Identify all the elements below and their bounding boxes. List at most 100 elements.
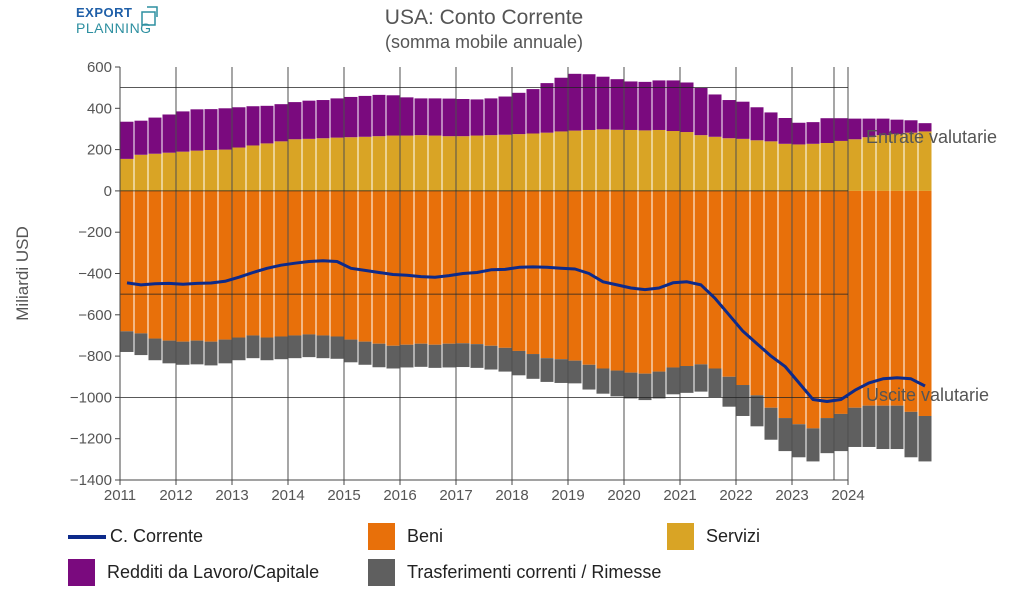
- bar-trasferimenti: [358, 341, 372, 365]
- bar-redditi: [736, 101, 750, 139]
- bar-servizi: [666, 131, 680, 191]
- bar-redditi: [428, 98, 442, 136]
- bar-redditi: [568, 73, 582, 131]
- x-tick-label: 2022: [719, 487, 752, 504]
- bar-trasferimenti: [400, 344, 414, 368]
- bar-beni: [414, 190, 428, 344]
- bar-trasferimenti: [414, 343, 428, 367]
- y-tick-label: −600: [78, 307, 112, 324]
- bar-servizi: [792, 144, 806, 191]
- bar-beni: [246, 190, 260, 336]
- x-tick-label: 2014: [271, 487, 304, 504]
- x-tick-label: 2011: [104, 487, 136, 504]
- bar-redditi: [344, 96, 358, 138]
- legend-swatch-icon: [667, 523, 694, 550]
- bar-beni: [582, 190, 596, 365]
- bar-trasferimenti: [232, 337, 246, 361]
- bar-servizi: [890, 134, 904, 191]
- bar-beni: [176, 190, 190, 342]
- bar-trasferimenti: [428, 344, 442, 368]
- legend: C. Corrente Beni Servizi Redditi da Lavo…: [0, 520, 1030, 600]
- bar-trasferimenti: [890, 405, 904, 450]
- bar-beni: [708, 190, 722, 369]
- bar-redditi: [876, 118, 890, 136]
- bar-trasferimenti: [750, 395, 764, 427]
- bar-redditi: [134, 120, 148, 155]
- bar-redditi: [820, 118, 834, 143]
- bar-trasferimenti: [260, 337, 274, 361]
- bar-servizi: [260, 143, 274, 191]
- legend-item-corrente: C. Corrente: [68, 526, 203, 547]
- y-tick-label: −1200: [70, 431, 112, 448]
- bar-redditi: [372, 94, 386, 137]
- bar-servizi: [176, 151, 190, 191]
- bar-servizi: [750, 140, 764, 191]
- bar-beni: [400, 190, 414, 345]
- bar-redditi: [680, 82, 694, 133]
- bar-beni: [316, 190, 330, 336]
- bar-redditi: [666, 80, 680, 132]
- bar-servizi: [568, 130, 582, 191]
- bar-redditi: [554, 77, 568, 132]
- bar-trasferimenti: [638, 373, 652, 401]
- bar-servizi: [204, 150, 218, 191]
- bar-trasferimenti: [442, 343, 456, 368]
- bar-trasferimenti: [190, 340, 204, 365]
- bar-servizi: [358, 136, 372, 191]
- bar-servizi: [778, 143, 792, 191]
- bar-trasferimenti: [526, 354, 540, 379]
- bar-trasferimenti: [596, 368, 610, 394]
- bar-trasferimenti: [372, 343, 386, 368]
- bar-trasferimenti: [218, 339, 232, 364]
- bar-beni: [190, 190, 204, 341]
- bar-beni: [834, 190, 848, 414]
- bar-redditi: [624, 81, 638, 130]
- bar-beni: [344, 190, 358, 340]
- bar-servizi: [610, 129, 624, 191]
- x-tick-label: 2013: [215, 487, 248, 504]
- bar-trasferimenti: [624, 372, 638, 399]
- entrate-label: Entrate valutarie: [866, 127, 998, 147]
- bar-servizi: [862, 137, 876, 191]
- bar-servizi: [918, 131, 932, 191]
- chart-area: 600 400 200 0 −200 −400 −600 −800 −1000 −1200 −140…: [13, 59, 932, 504]
- legend-label: Redditi da Lavoro/Capitale: [107, 562, 320, 582]
- bar-servizi: [526, 133, 540, 191]
- legend-label: Beni: [407, 526, 444, 546]
- bar-servizi: [708, 136, 722, 191]
- bar-beni: [232, 190, 246, 338]
- bar-beni: [876, 190, 890, 406]
- bar-beni: [806, 190, 820, 429]
- bar-redditi: [918, 123, 932, 132]
- bar-servizi: [624, 129, 638, 191]
- bar-trasferimenti: [204, 341, 218, 366]
- bar-redditi: [288, 102, 302, 140]
- bar-redditi: [246, 106, 260, 146]
- bar-trasferimenti: [176, 341, 190, 365]
- bar-trasferimenti: [848, 407, 862, 447]
- bar-servizi: [722, 138, 736, 191]
- bar-trasferimenti: [806, 428, 820, 462]
- bar-trasferimenti: [876, 405, 890, 450]
- bar-beni: [204, 190, 218, 342]
- bar-trasferimenti: [554, 359, 568, 383]
- bar-redditi: [778, 118, 792, 144]
- bar-redditi: [638, 81, 652, 131]
- bar-redditi: [722, 100, 736, 139]
- x-tick-label: 2012: [159, 487, 192, 504]
- bar-beni: [750, 190, 764, 396]
- bar-trasferimenti: [330, 336, 344, 359]
- bar-trasferimenti: [918, 415, 932, 462]
- bar-redditi: [302, 100, 316, 139]
- bar-trasferimenti: [652, 371, 666, 399]
- y-tick-label: −200: [78, 224, 112, 241]
- bar-beni: [218, 190, 232, 340]
- bar-servizi: [456, 136, 470, 191]
- bar-beni: [512, 190, 526, 351]
- bar-trasferimenti: [120, 331, 134, 352]
- bar-servizi: [820, 142, 834, 191]
- y-tick-label: −400: [78, 266, 112, 283]
- bar-trasferimenti: [540, 358, 554, 382]
- bar-trasferimenti: [134, 333, 148, 356]
- bar-beni: [134, 190, 148, 334]
